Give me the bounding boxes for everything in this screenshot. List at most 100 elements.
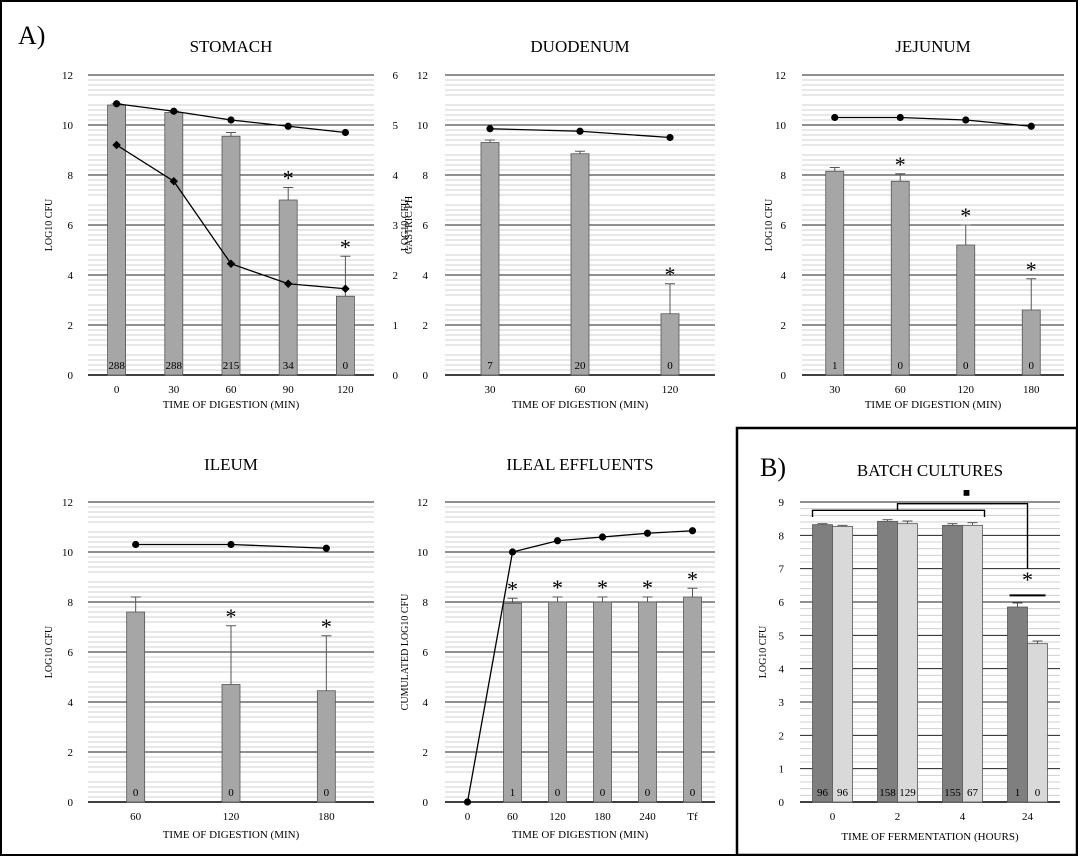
batch-cultures-comparison-bracket [896, 502, 1029, 569]
stomach-x-tick-label: 90 [283, 384, 295, 396]
batch-cultures-bar-count-label: 129 [899, 787, 916, 799]
ileum-y-tick-label: 10 [62, 547, 74, 559]
ileal-effluents-bar-count-label: 0 [690, 787, 696, 799]
batch-cultures-bar-count-label: 96 [837, 787, 849, 799]
batch-cultures-bar-count-label: 67 [967, 787, 979, 799]
ileum-line-marker [132, 540, 140, 549]
duodenum-bar-count-label: 0 [667, 360, 673, 372]
batch-cultures-x-axis-label: TIME OF FERMENTATION (HOURS) [841, 831, 1019, 843]
ileum-y-tick-label: 0 [68, 797, 74, 809]
batch-cultures-bar-count-label: 1 [1015, 787, 1021, 799]
stomach-y2-axis-label: GASTRIC PH [404, 196, 415, 254]
ileal-effluents-significance-star: * [507, 576, 518, 601]
batch-cultures-bar [942, 524, 963, 803]
duodenum-x-tick-label: 30 [485, 384, 497, 396]
ileum-x-tick-label: 60 [130, 811, 142, 823]
stomach-y-tick-label: 12 [62, 70, 73, 82]
duodenum-x-axis-label: TIME OF DIGESTION (MIN) [512, 399, 649, 411]
stomach-line-marker [341, 128, 349, 137]
stomach-x-axis-label: TIME OF DIGESTION (MIN) [163, 399, 300, 411]
batch-cultures-group-marker: ■ [963, 486, 970, 500]
jejunum-x-tick-label: 30 [829, 384, 841, 396]
duodenum-line-marker [576, 127, 584, 135]
ileum-x-axis-label: TIME OF DIGESTION (MIN) [163, 829, 300, 841]
jejunum-x-tick-label: 60 [895, 384, 907, 396]
batch-cultures-bar [1007, 606, 1028, 803]
jejunum-x-axis-label: TIME OF DIGESTION (MIN) [865, 399, 1002, 411]
jejunum-bar [890, 180, 910, 376]
stomach-line-marker [113, 100, 121, 108]
ileum-significance-star: * [226, 604, 237, 629]
jejunum-y-tick-label: 12 [775, 70, 786, 82]
ileal-effluents-bar [683, 596, 702, 803]
ileal-effluents-x-tick-label: 0 [465, 811, 471, 823]
batch-cultures-y-axis-label: LOG10 CFU [758, 625, 769, 678]
batch-cultures-bar-count-label: 96 [817, 787, 829, 799]
batch-cultures-y-tick-label: 9 [779, 497, 785, 509]
jejunum-y-axis-label: LOG10 CFU [764, 198, 775, 251]
stomach-line-marker [170, 107, 178, 115]
batch-cultures-y-tick-label: 4 [779, 664, 785, 676]
ileal-effluents-line-marker [463, 798, 472, 806]
batch-cultures-y-tick-label: 6 [779, 597, 785, 609]
ileum-line-marker [227, 540, 235, 549]
ileal-effluents-line-marker [643, 529, 652, 537]
batch-cultures-x-tick-label: 2 [895, 811, 901, 823]
batch-cultures-y-tick-label: 3 [779, 697, 785, 709]
ileum-bar-count-label: 0 [324, 787, 330, 799]
stomach-bar-count-label: 288 [108, 360, 125, 372]
stomach-line-marker [112, 140, 121, 150]
stomach-title: STOMACH [190, 37, 273, 56]
jejunum-line-series [834, 116, 1032, 127]
duodenum-y-axis-label: LOG10 CFU [400, 198, 411, 251]
ileal-effluents-bar [638, 601, 657, 803]
ileal-effluents-x-tick-label: 120 [549, 811, 566, 823]
ileal-effluents-title: ILEAL EFFLUENTS [506, 455, 653, 474]
jejunum-bar-count-label: 1 [832, 360, 838, 372]
ileal-effluents-y-tick-label: 8 [423, 597, 429, 609]
ileal-effluents-bar [503, 602, 522, 803]
batch-cultures-bar [877, 520, 898, 803]
ileum-y-axis-label: LOG10 CFU [44, 625, 55, 678]
ileal-effluents-significance-star: * [642, 575, 653, 600]
ileum-y-tick-label: 4 [68, 697, 74, 709]
ileal-effluents-y-axis-label: CUMULATED LOG10 CFU [400, 593, 411, 710]
batch-cultures-bar [1027, 643, 1048, 803]
stomach-line-marker [169, 177, 179, 186]
batch-cultures-bar [962, 524, 983, 803]
batch-cultures-y-tick-label: 5 [779, 630, 785, 642]
ileum-bar [126, 611, 146, 803]
jejunum-y-tick-label: 6 [781, 220, 787, 232]
duodenum-bar-count-label: 7 [487, 360, 493, 372]
batch-cultures-significance-star: * [1022, 567, 1033, 592]
batch-cultures-bar-count-label: 0 [1035, 787, 1041, 799]
duodenum-bar-count-label: 20 [575, 360, 587, 372]
batch-cultures-x-tick-label: 4 [960, 811, 966, 823]
batch-cultures-title: BATCH CULTURES [857, 461, 1003, 480]
stomach-line-marker [283, 279, 293, 288]
duodenum-y-tick-label: 10 [417, 120, 429, 132]
ileum-y-tick-label: 6 [68, 647, 74, 659]
jejunum-bar-count-label: 0 [963, 360, 969, 372]
ileum-bar [221, 684, 241, 803]
ileal-effluents-bar-count-label: 0 [600, 787, 606, 799]
ileal-effluents-significance-star: * [597, 575, 608, 600]
ileal-effluents-y-tick-label: 12 [417, 497, 428, 509]
batch-cultures-y-tick-label: 8 [779, 530, 785, 542]
jejunum-x-tick-label: 180 [1023, 384, 1040, 396]
ileum-title: ILEUM [204, 455, 258, 474]
duodenum-significance-star: * [665, 262, 676, 287]
stomach-y-tick-label: 6 [68, 220, 74, 232]
ileal-effluents-x-tick-label: Tf [687, 811, 698, 823]
ileum-bar [316, 690, 336, 803]
stomach-y-axis-label: LOG10 CFU [44, 198, 55, 251]
panel-b-label: B) [760, 453, 786, 482]
ileum-line-marker [322, 544, 330, 552]
stomach-y-tick-label: 8 [68, 170, 74, 182]
stomach-line-marker [341, 284, 350, 293]
stomach-x-tick-label: 60 [226, 384, 238, 396]
stomach-line-marker [226, 259, 236, 268]
stomach-y2-tick-label: 4 [393, 170, 399, 182]
